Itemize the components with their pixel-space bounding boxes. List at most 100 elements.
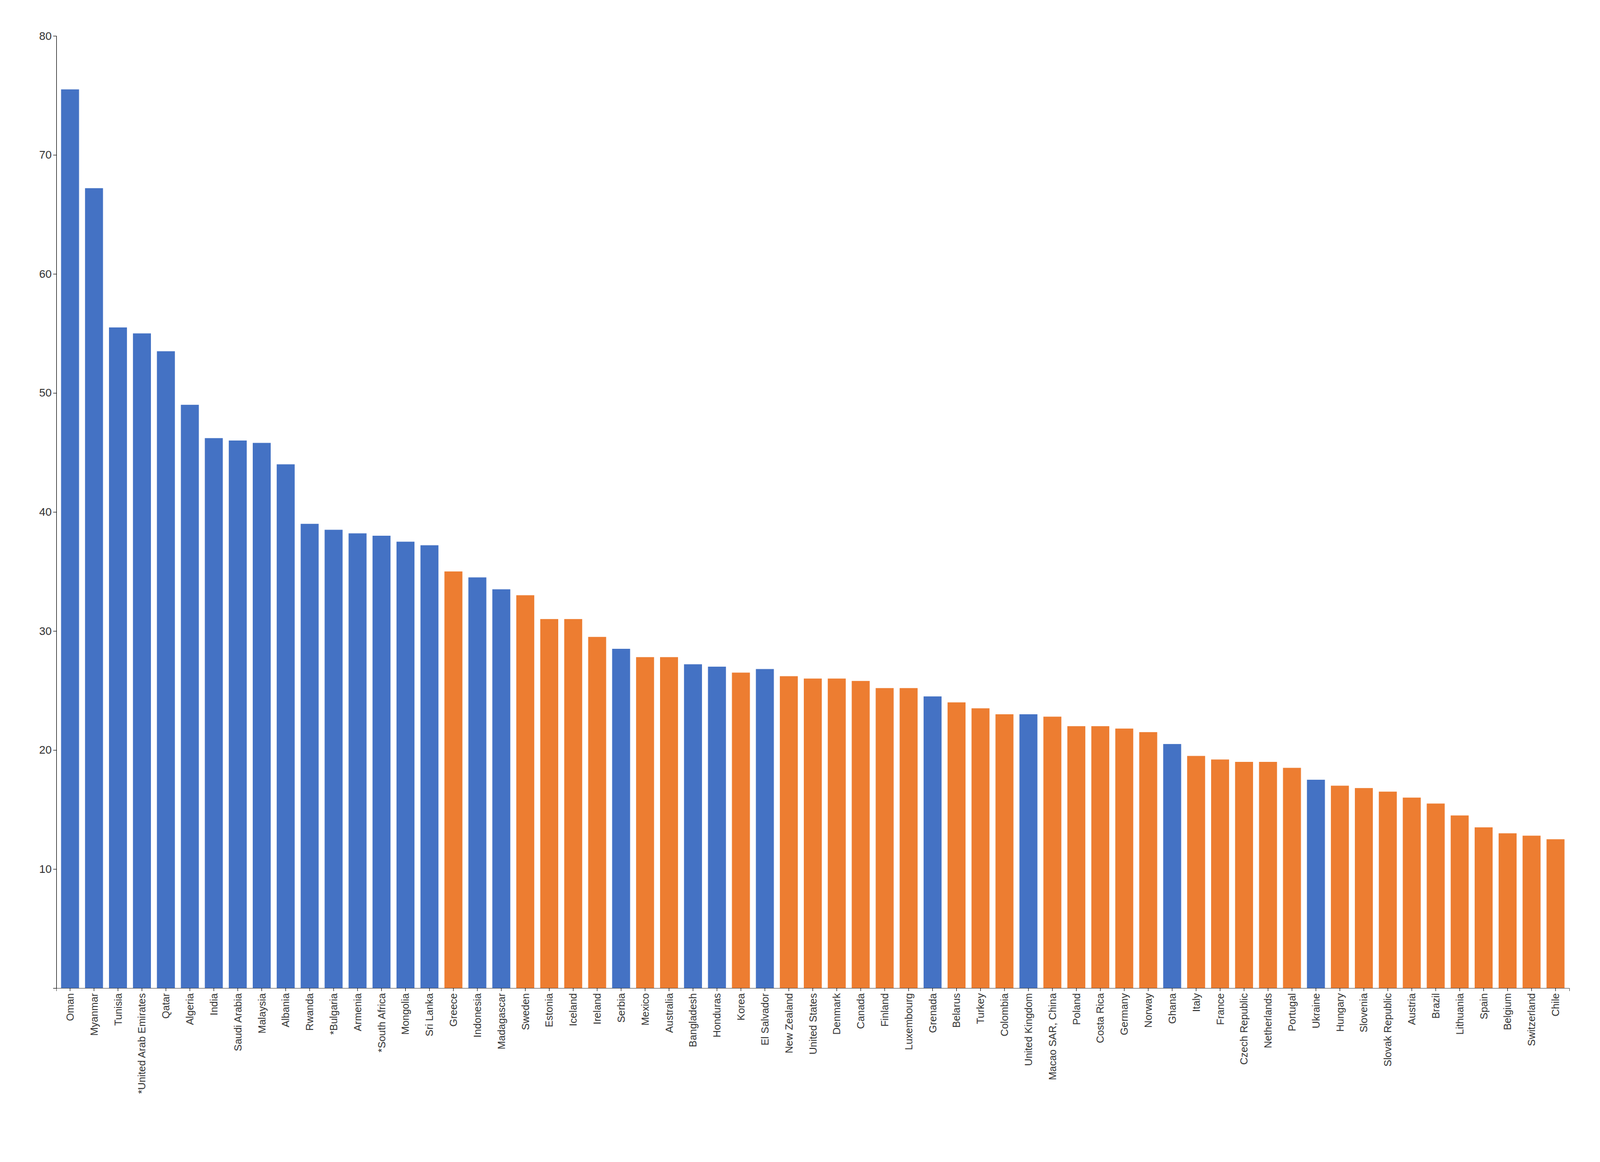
y-axis: 1020304050607080 bbox=[39, 29, 57, 989]
x-tick: Colombia bbox=[998, 988, 1011, 1037]
y-tick-mark bbox=[53, 868, 57, 870]
x-tick: Iceland bbox=[567, 988, 579, 1027]
x-tick-mark bbox=[476, 988, 478, 992]
bar bbox=[228, 440, 247, 989]
x-tick: India bbox=[208, 988, 220, 1016]
y-tick-mark bbox=[53, 35, 57, 37]
x-tick: Lithuania bbox=[1454, 988, 1466, 1035]
x-tick: Italy bbox=[1190, 988, 1202, 1013]
x-tick: Sri Lanka bbox=[423, 988, 435, 1037]
x-tick-mark bbox=[1195, 988, 1197, 992]
x-tick: Greece bbox=[447, 988, 459, 1027]
x-tick: Norway bbox=[1142, 988, 1154, 1028]
x-axis: OmanMyanmarTunisia*United Arab EmiratesQ… bbox=[56, 988, 1570, 1094]
y-tick: 80 bbox=[39, 29, 57, 43]
x-tick: Sweden bbox=[519, 988, 532, 1030]
x-tick-label: Honduras bbox=[711, 993, 723, 1038]
bar bbox=[324, 529, 343, 989]
x-tick-mark bbox=[237, 988, 238, 992]
x-tick-mark bbox=[740, 988, 742, 992]
x-tick: Czech Republic bbox=[1238, 988, 1250, 1065]
bar bbox=[180, 404, 199, 989]
x-tick: Slovak Republic bbox=[1382, 988, 1394, 1067]
x-tick: Mongolia bbox=[399, 988, 411, 1035]
x-tick: Austria bbox=[1406, 988, 1418, 1025]
x-tick-label: Malaysia bbox=[256, 992, 268, 1034]
bar bbox=[133, 333, 151, 989]
bar bbox=[636, 656, 654, 989]
chart-svg: OmanMyanmarTunisia*United Arab EmiratesQ… bbox=[0, 0, 1600, 1162]
bar bbox=[1259, 761, 1278, 989]
x-tick-label: Rwanda bbox=[303, 992, 316, 1031]
x-tick: United Kingdom bbox=[1022, 988, 1035, 1066]
bar bbox=[947, 702, 966, 989]
x-tick-mark bbox=[620, 988, 622, 992]
x-tick-mark bbox=[860, 988, 862, 992]
x-tick-mark bbox=[1076, 988, 1077, 992]
y-tick-label: 20 bbox=[39, 743, 52, 757]
x-tick-label: Serbia bbox=[615, 992, 627, 1023]
x-tick-mark bbox=[165, 988, 167, 992]
x-tick: Turkey bbox=[974, 988, 986, 1024]
y-tick-label: 10 bbox=[39, 862, 52, 876]
bar bbox=[396, 541, 415, 989]
x-tick-mark bbox=[1100, 988, 1101, 992]
bar bbox=[995, 714, 1014, 989]
x-tick-label: Colombia bbox=[998, 992, 1011, 1037]
x-tick-mark bbox=[549, 988, 550, 992]
x-tick-mark bbox=[1004, 988, 1005, 992]
bar bbox=[564, 619, 583, 989]
x-tick: Netherlands bbox=[1262, 988, 1274, 1049]
bar bbox=[1211, 759, 1230, 989]
x-tick-label: New Zealand bbox=[783, 993, 795, 1054]
bar bbox=[899, 688, 918, 989]
x-tick-mark bbox=[788, 988, 789, 992]
x-tick-mark bbox=[93, 988, 95, 992]
y-tick-mark bbox=[53, 392, 57, 394]
x-tick: Serbia bbox=[615, 988, 627, 1023]
x-tick: Belarus bbox=[950, 988, 962, 1028]
x-tick-mark bbox=[381, 988, 382, 992]
bar bbox=[851, 681, 870, 989]
x-tick-mark bbox=[1387, 988, 1389, 992]
x-tick-mark bbox=[1291, 988, 1293, 992]
x-tick-label: *Bulgaria bbox=[327, 992, 340, 1035]
x-tick: Hungary bbox=[1334, 988, 1346, 1033]
x-tick-label: Greece bbox=[447, 993, 459, 1027]
bar bbox=[252, 443, 271, 989]
y-tick-mark bbox=[53, 155, 57, 156]
x-tick-mark bbox=[1531, 988, 1532, 992]
x-tick-mark bbox=[261, 988, 262, 992]
bar bbox=[204, 437, 223, 989]
x-tick: Chile bbox=[1549, 988, 1562, 1017]
x-tick-label: Belgium bbox=[1501, 993, 1514, 1030]
bar bbox=[1235, 761, 1254, 989]
x-tick-mark bbox=[69, 988, 71, 992]
x-tick-label: United Kingdom bbox=[1022, 993, 1035, 1066]
x-tick: Portugal bbox=[1286, 988, 1298, 1032]
x-tick-label: Poland bbox=[1070, 993, 1083, 1025]
x-tick-mark bbox=[1459, 988, 1460, 992]
x-tick: Myanmar bbox=[88, 988, 100, 1036]
x-tick-mark bbox=[1483, 988, 1484, 992]
x-tick-mark bbox=[1243, 988, 1245, 992]
x-tick-label: Armenia bbox=[352, 992, 364, 1032]
y-tick-label: 30 bbox=[39, 624, 52, 638]
bar bbox=[348, 533, 367, 989]
x-tick-mark bbox=[836, 988, 838, 992]
x-tick-mark bbox=[429, 988, 430, 992]
bar bbox=[1138, 732, 1157, 989]
x-tick-mark bbox=[597, 988, 598, 992]
x-axis-line bbox=[56, 988, 1570, 992]
bar bbox=[1498, 833, 1517, 989]
x-tick-label: Ukraine bbox=[1310, 993, 1322, 1029]
x-tick: El Salvador bbox=[759, 988, 771, 1046]
x-tick-label: Norway bbox=[1142, 993, 1154, 1028]
x-tick-label: Lithuania bbox=[1454, 992, 1466, 1035]
x-tick-mark bbox=[1339, 988, 1341, 992]
bar bbox=[157, 351, 175, 989]
x-tick-mark bbox=[357, 988, 358, 992]
y-tick: 60 bbox=[39, 267, 57, 281]
x-tick-mark bbox=[1027, 988, 1029, 992]
x-tick-mark bbox=[1219, 988, 1221, 992]
